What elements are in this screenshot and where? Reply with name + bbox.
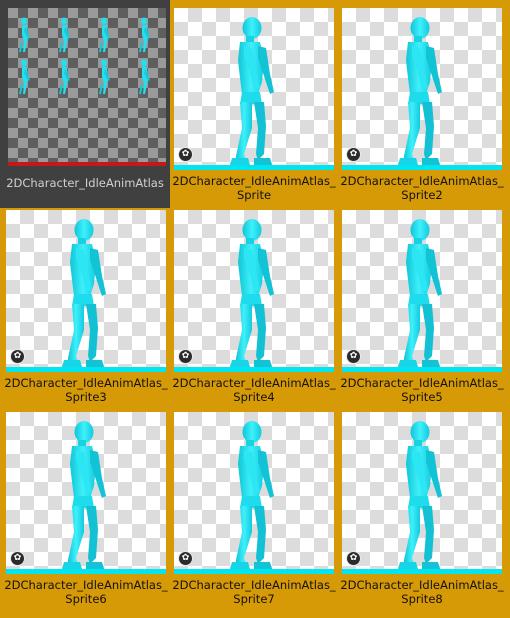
sprite-asset-icon: ✿ [178,349,193,364]
atlas-sprite-frames [19,17,150,94]
asset-label: 2DCharacter_IdleAnimAtlas_ Sprite2 [340,174,504,202]
asset-tile-sprite4[interactable]: ✿ 2DCharacter_IdleAnimAtlas_ Sprite4 [172,210,336,412]
asset-label: 2DCharacter_IdleAnimAtlas [6,176,164,190]
sprite-asset-icon: ✿ [346,349,361,364]
character-sprite [398,219,442,367]
atlas-sprite-grid [19,17,150,94]
asset-label: 2DCharacter_IdleAnimAtlas_ Sprite6 [4,578,168,606]
asset-label: 2DCharacter_IdleAnimAtlas_ Sprite3 [4,376,168,404]
character-sprite [398,17,442,165]
atlas-thumbnail [8,8,166,166]
asset-label: 2DCharacter_IdleAnimAtlas_ Sprite4 [172,376,336,404]
character-sprite [62,219,106,367]
sprite-thumbnail: ✿ [174,412,334,574]
sprite-thumbnail: ✿ [174,210,334,372]
asset-tile-sprite3[interactable]: ✿ 2DCharacter_IdleAnimAtlas_ Sprite3 [4,210,168,412]
asset-label: 2DCharacter_IdleAnimAtlas_ Sprite7 [172,578,336,606]
sprite-asset-icon: ✿ [178,147,193,162]
asset-label: 2DCharacter_IdleAnimAtlas_ Sprite8 [340,578,504,606]
ground-strip [342,165,502,170]
sprite-thumbnail: ✿ [342,210,502,372]
sprite-thumbnail: ✿ [6,210,166,372]
character-sprite [230,219,274,367]
asset-tile-sprite8[interactable]: ✿ 2DCharacter_IdleAnimAtlas_ Sprite8 [340,412,504,614]
ground-strip [342,569,502,574]
sprite-thumbnail: ✿ [342,412,502,574]
character-sprite [62,421,106,569]
ground-strip [6,569,166,574]
sprite-thumbnail: ✿ [342,8,502,170]
ground-strip [174,569,334,574]
character-sprite [230,17,274,165]
sprite-asset-icon: ✿ [346,147,361,162]
ground-strip [174,367,334,372]
sprite-asset-icon: ✿ [346,551,361,566]
asset-tile-sprite6[interactable]: ✿ 2DCharacter_IdleAnimAtlas_ Sprite6 [4,412,168,614]
ground-strip [174,165,334,170]
asset-tile-sprite[interactable]: ✿ 2DCharacter_IdleAnimAtlas_ Sprite [172,8,336,210]
sprite-asset-icon: ✿ [10,551,25,566]
asset-label: 2DCharacter_IdleAnimAtlas_ Sprite5 [340,376,504,404]
asset-tile-sprite2[interactable]: ✿ 2DCharacter_IdleAnimAtlas_ Sprite2 [340,8,504,210]
asset-type-color-bar [8,162,166,166]
asset-label: 2DCharacter_IdleAnimAtlas_ Sprite [172,174,336,202]
asset-tile-sprite5[interactable]: ✿ 2DCharacter_IdleAnimAtlas_ Sprite5 [340,210,504,412]
sprite-asset-icon: ✿ [178,551,193,566]
asset-tile-atlas[interactable]: 2DCharacter_IdleAnimAtlas [0,0,170,208]
sprite-asset-icon: ✿ [10,349,25,364]
ground-strip [6,367,166,372]
ground-strip [342,367,502,372]
character-sprite [398,421,442,569]
sprite-thumbnail: ✿ [6,412,166,574]
asset-tile-sprite7[interactable]: ✿ 2DCharacter_IdleAnimAtlas_ Sprite7 [172,412,336,614]
character-sprite [230,421,274,569]
sprite-thumbnail: ✿ [174,8,334,170]
